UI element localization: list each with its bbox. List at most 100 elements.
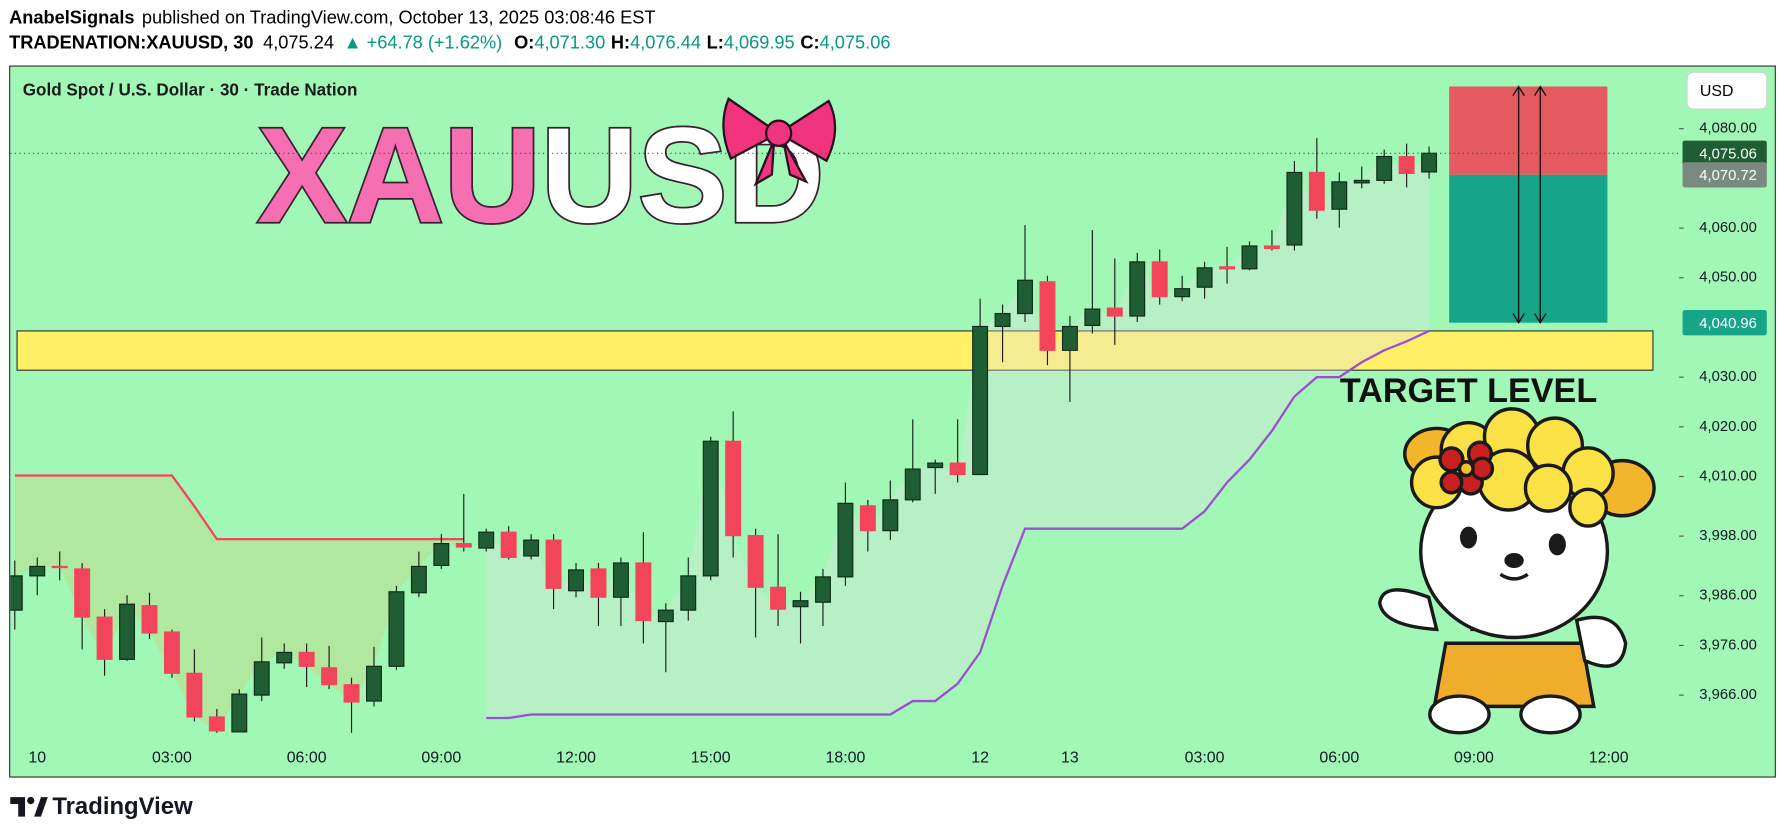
x-tick-label: 15:00 — [691, 749, 731, 766]
arrow-head — [1512, 85, 1525, 324]
candle-body — [96, 616, 113, 660]
ohlc-value: 4,071.30 — [534, 31, 605, 52]
candle-body — [455, 543, 472, 548]
stop-box — [1449, 86, 1608, 175]
candle-body — [163, 631, 180, 674]
candle-body — [478, 531, 495, 549]
ohlc-value: 4,076.44 — [630, 31, 701, 52]
candle-body — [680, 575, 697, 611]
candle-body — [545, 539, 562, 589]
currency: USD — [1700, 83, 1734, 100]
last-price-box — [1682, 140, 1767, 166]
indicator-line — [14, 474, 464, 541]
candle-body — [1376, 155, 1393, 181]
indicator-line — [486, 329, 1430, 720]
x-tick-label: 03:00 — [152, 749, 192, 766]
x-tick-label: 12:00 — [556, 749, 596, 766]
candle-body — [792, 600, 809, 608]
candle-body — [523, 539, 540, 557]
candle-body — [568, 569, 584, 592]
candle-body — [1308, 171, 1325, 211]
x-tick-label: 18:00 — [825, 749, 865, 766]
target-price-box — [1682, 310, 1767, 336]
change: ▲ +64.78 (+1.62%) — [344, 31, 503, 52]
candle-body — [770, 586, 787, 610]
y-tick-label: 3,998.00 — [1699, 528, 1757, 544]
x-tick-label: 10 — [28, 749, 46, 766]
candle-body — [1219, 266, 1236, 270]
candle-body — [612, 562, 629, 598]
x-tick-label: 06:00 — [287, 749, 327, 766]
ohlc-value: 4,069.95 — [724, 31, 795, 52]
trend-fill — [486, 153, 1430, 718]
candle-body — [1017, 279, 1033, 315]
candle-body — [74, 568, 91, 618]
candle-body — [949, 462, 966, 476]
y-tick-label: 4,080.00 — [1699, 121, 1757, 137]
x-tick-label: 09:00 — [1454, 749, 1494, 766]
symbol: TRADENATION:XAUUSD, 30 — [9, 31, 253, 52]
target-price-label: 4,040.96 — [1699, 316, 1757, 332]
profit-box — [1449, 174, 1608, 323]
candle-body — [433, 543, 450, 567]
x-tick-label: 12:00 — [1589, 749, 1629, 766]
candle-body — [1263, 245, 1280, 250]
candle-body — [1421, 152, 1438, 173]
footer-logo — [10, 796, 48, 817]
candle-body — [859, 505, 876, 532]
candle-body — [1106, 307, 1123, 317]
candle-body — [1129, 261, 1146, 317]
candle-body — [1151, 261, 1168, 298]
candle-body — [904, 468, 921, 501]
candle-body — [814, 576, 831, 603]
candle-body — [1331, 181, 1348, 210]
currency-button[interactable] — [1686, 71, 1768, 110]
candle-body — [1084, 308, 1101, 327]
candle-body — [1353, 179, 1370, 184]
candle-body — [882, 499, 899, 532]
header-line: AnabelSignals published on TradingView.c… — [9, 6, 655, 27]
candle-body — [231, 693, 248, 733]
published: published on TradingView.com, October 13… — [142, 6, 656, 27]
x-tick-label: 12 — [971, 749, 989, 766]
candle-body — [51, 565, 68, 569]
candle-body — [1061, 325, 1078, 351]
y-tick-label: 4,060.00 — [1699, 220, 1757, 236]
candle-body — [725, 440, 742, 537]
y-tick-label: 4,020.00 — [1699, 419, 1757, 435]
candle-body — [635, 562, 652, 622]
ohlc-value: 4,075.06 — [820, 31, 891, 52]
bow-decoration — [722, 97, 837, 187]
ohlc-label: O: — [514, 31, 534, 52]
candle-body — [1398, 155, 1415, 175]
candle-body — [500, 531, 517, 559]
y-tick-label: 4,050.00 — [1699, 270, 1757, 286]
symbol-line: TRADENATION:XAUUSD, 30 4,075.24 ▲ +64.78… — [9, 31, 890, 52]
candle-body — [29, 565, 46, 577]
arrow-head — [1533, 85, 1547, 324]
chart-legend: Gold Spot / U.S. Dollar · 30 · Trade Nat… — [23, 79, 358, 99]
candle-body — [1286, 171, 1303, 246]
candle-body — [208, 716, 225, 732]
candle-body — [657, 609, 674, 623]
candle-body — [10, 575, 23, 611]
candle-body — [1241, 245, 1258, 270]
candle-body — [388, 591, 405, 667]
candle-body — [994, 312, 1011, 328]
candle-body — [321, 667, 338, 686]
entry-price-label: 4,070.72 — [1699, 168, 1757, 184]
publisher: AnabelSignals — [9, 6, 134, 27]
ohlc-label: H: — [611, 31, 630, 52]
entry-price-box — [1682, 162, 1767, 188]
candle-body — [343, 684, 360, 703]
candle-body — [1039, 281, 1056, 351]
y-tick-label: 3,986.00 — [1699, 588, 1757, 604]
x-tick-label: 09:00 — [421, 749, 461, 766]
y-tick-label: 3,966.00 — [1699, 687, 1757, 703]
ohlc-label: C: — [800, 31, 819, 52]
y-tick-label: 4,030.00 — [1699, 369, 1757, 385]
candle-body — [1196, 267, 1213, 288]
target-zone — [16, 330, 1654, 371]
candle-body — [927, 462, 944, 469]
